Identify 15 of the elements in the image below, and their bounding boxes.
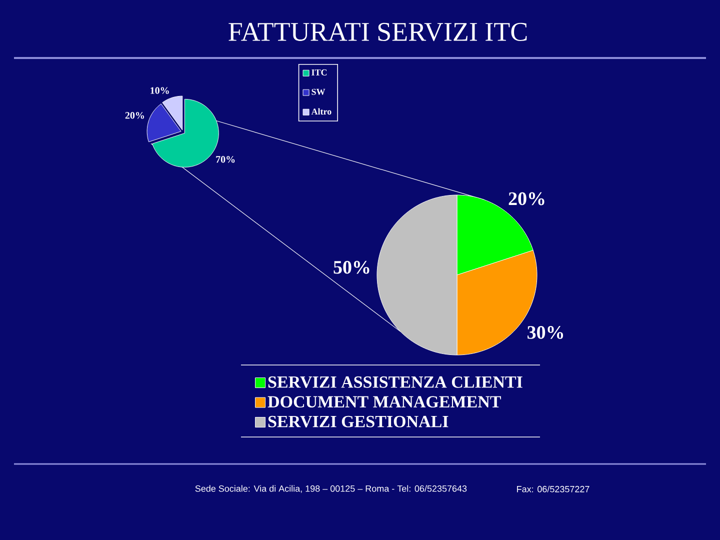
data-label: 30% xyxy=(528,326,564,339)
legend-label: SERVIZI GESTIONALI xyxy=(268,416,448,428)
text: Sede Sociale: Via di Acilia, 198 – 00125 – Roma - Tel: 06/52357643 xyxy=(195,485,467,493)
legend-label: SW xyxy=(312,88,326,95)
legend-label: ITC xyxy=(312,69,327,76)
chart-title: FATTURATI SERVIZI ITC xyxy=(228,22,527,42)
text: Fax: 06/52357227 xyxy=(517,486,590,492)
legend-label: Altro xyxy=(311,108,332,115)
legend-label: SERVIZI ASSISTENZA CLIENTI xyxy=(268,376,522,388)
data-label: 20% xyxy=(508,192,544,206)
legend-label: DOCUMENT MANAGEMENT xyxy=(268,396,501,408)
data-label: 70% xyxy=(216,156,235,163)
data-label: 20% xyxy=(125,112,144,119)
data-label: 50% xyxy=(334,260,370,274)
data-label: 10% xyxy=(150,87,169,94)
